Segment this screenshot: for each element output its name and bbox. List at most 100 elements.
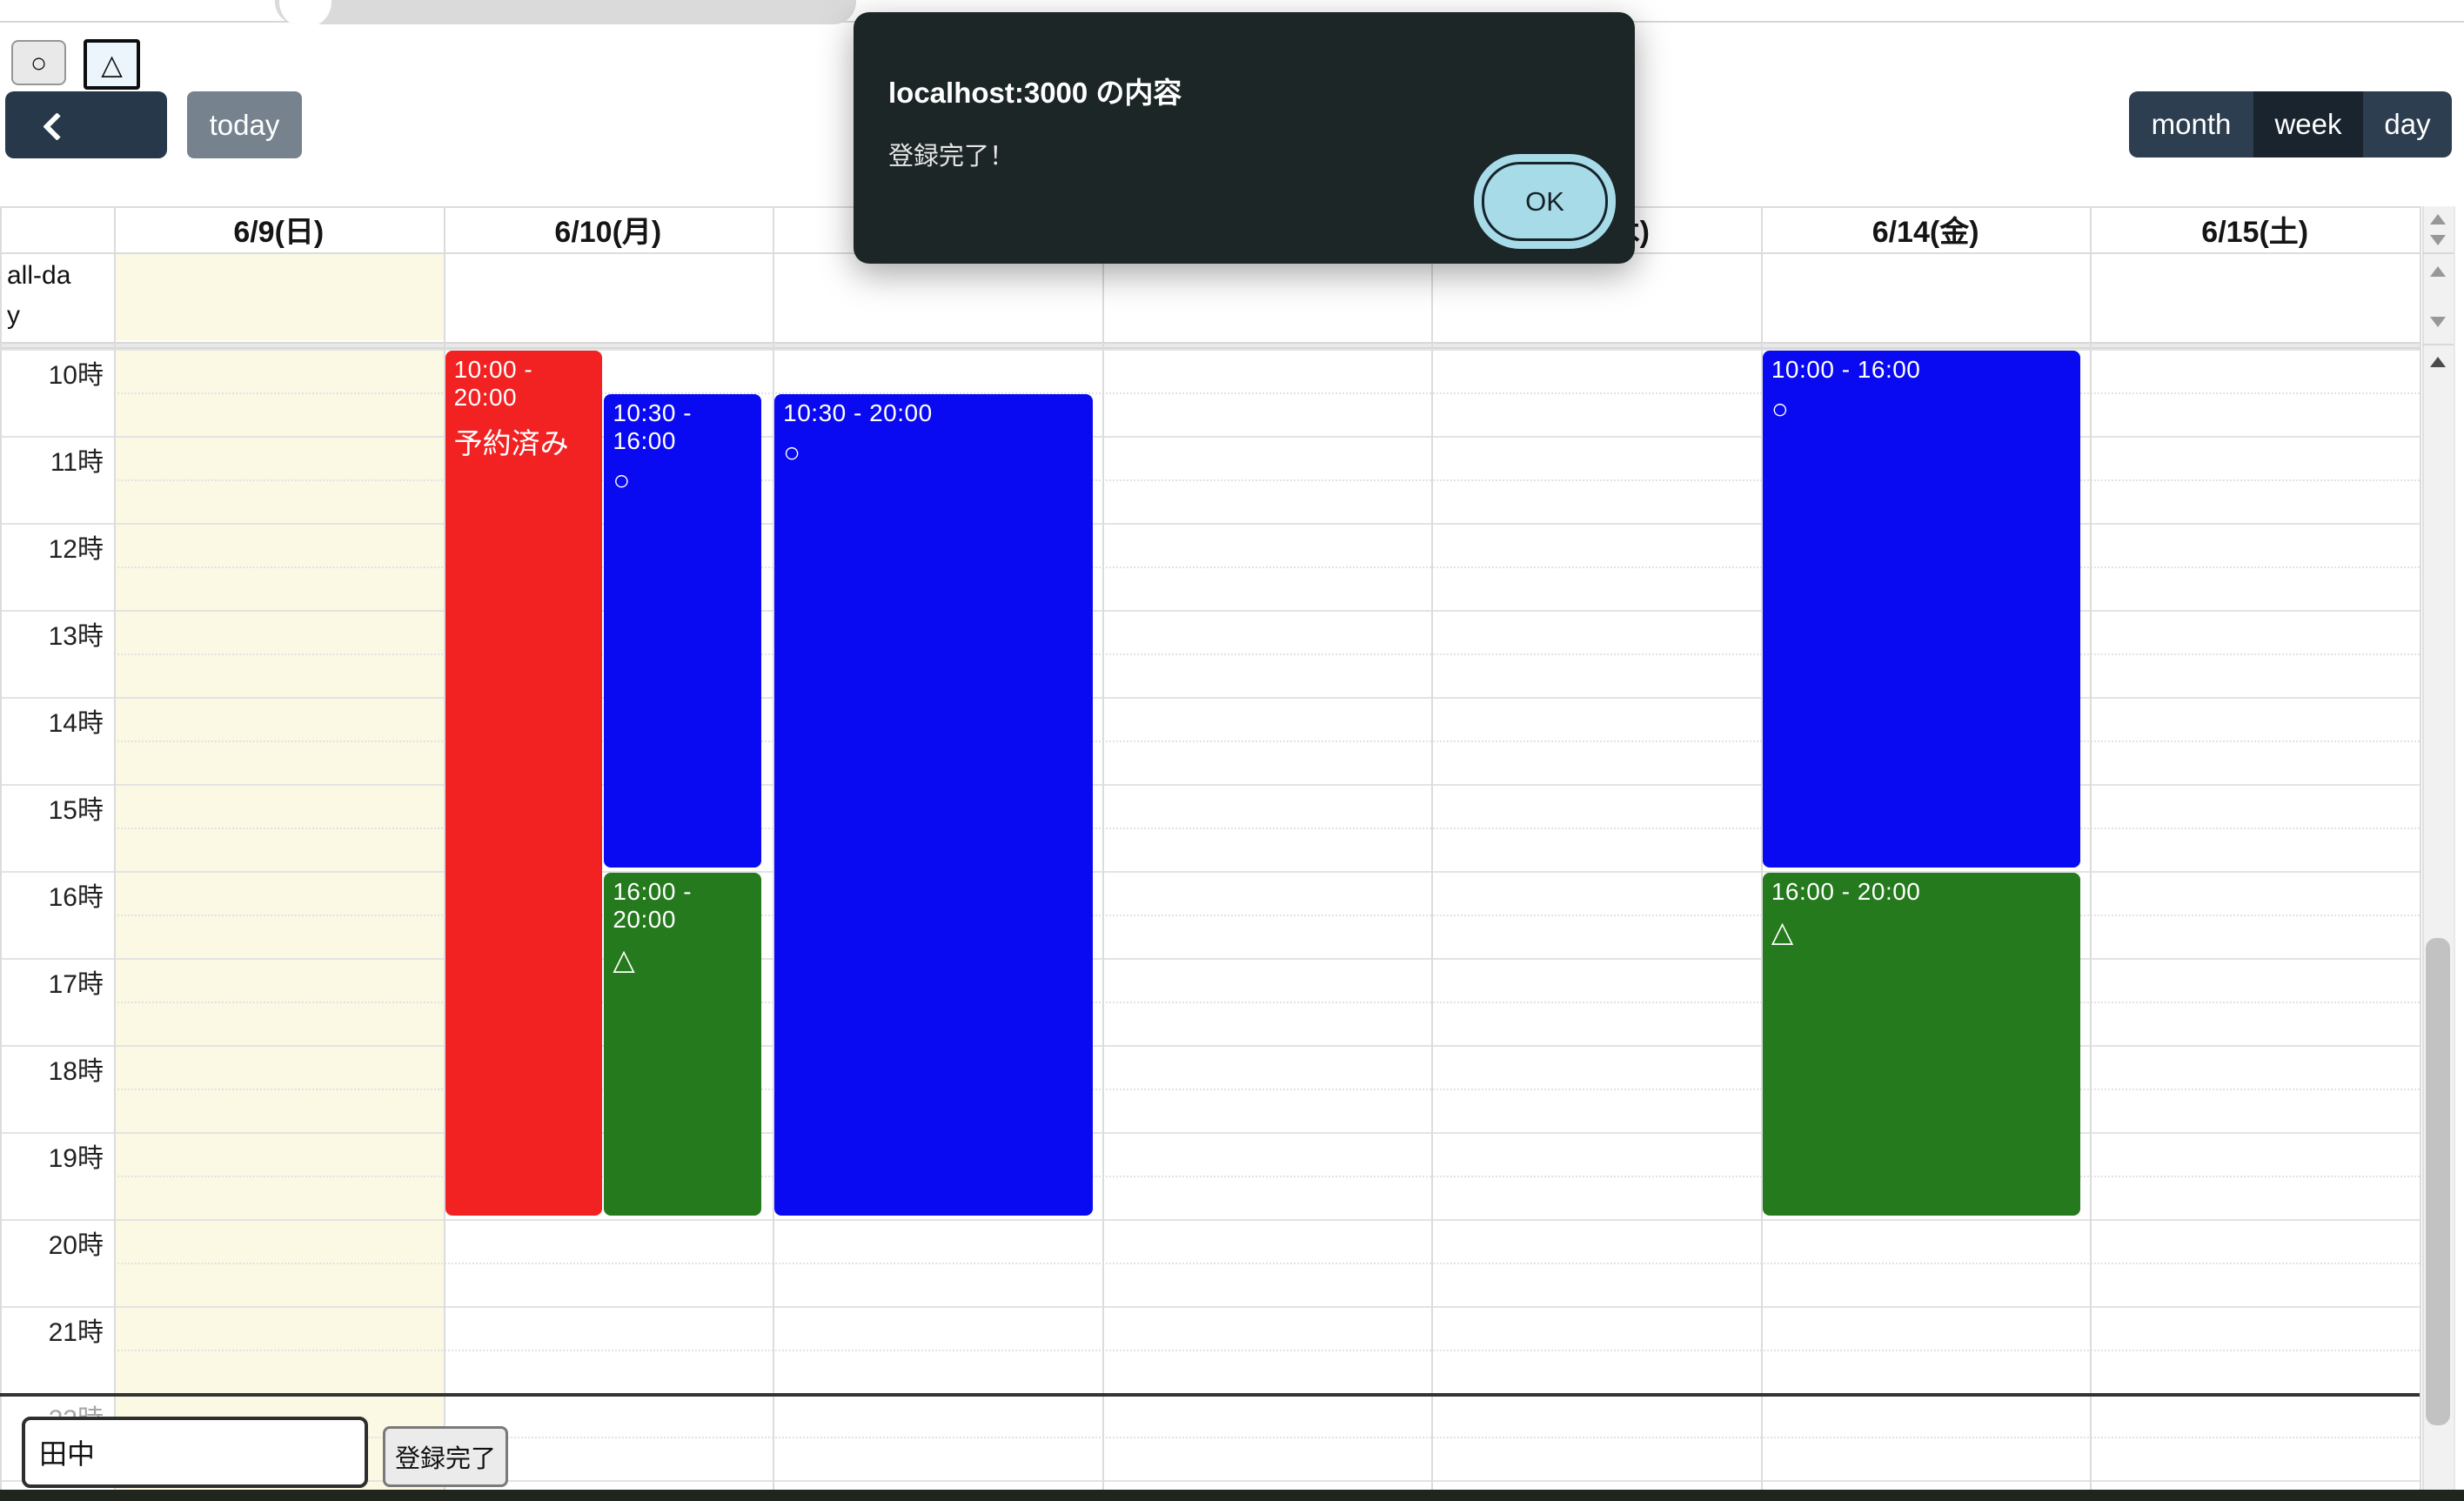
hour-grid-line — [0, 871, 2420, 873]
day-column[interactable] — [2090, 349, 2420, 1490]
column-border — [1431, 206, 1434, 1490]
allday-cell[interactable] — [444, 254, 773, 342]
hour-label: 11時 — [50, 448, 104, 477]
hour-label: 10時 — [48, 361, 104, 390]
hour-grid-line — [0, 697, 2420, 699]
allday-today-highlight — [116, 254, 444, 340]
allday-cell[interactable] — [773, 254, 1102, 342]
allday-scroll-down-icon[interactable] — [2430, 317, 2446, 327]
prev-next-button-group — [5, 91, 219, 158]
dialog-title: localhost:3000 の内容 — [888, 77, 1182, 109]
today-column-highlight — [116, 349, 444, 1490]
half-hour-grid-line — [114, 566, 2420, 568]
day-header-6/9(日): 6/9(日) — [233, 216, 325, 249]
column-border — [2420, 206, 2421, 1490]
hour-label: 17時 — [48, 970, 104, 999]
grid-left-border — [0, 206, 2, 1490]
name-input[interactable] — [22, 1417, 368, 1488]
event-title: ○ — [613, 464, 631, 496]
event-title: 予約済み — [453, 427, 569, 459]
hour-grid-line — [0, 1306, 2420, 1308]
day-column[interactable] — [1431, 349, 1761, 1490]
hour-grid-line — [0, 784, 2420, 786]
day-header-6/14(金): 6/14(金) — [1871, 216, 1979, 249]
dialog-message: 登録完了！ — [888, 143, 1015, 171]
view-button-month[interactable]: month — [2129, 91, 2253, 157]
hour-label: 19時 — [48, 1144, 104, 1173]
allday-label: all-day — [7, 261, 71, 330]
calendar-bottom-rule — [0, 1393, 2420, 1397]
header-scroll-up-icon[interactable] — [2430, 214, 2446, 224]
column-border — [114, 206, 116, 1490]
triangle-mode-button[interactable]: △ — [84, 39, 140, 90]
day-column[interactable] — [114, 349, 444, 1490]
view-button-day[interactable]: day — [2363, 91, 2452, 157]
half-hour-grid-line — [114, 1002, 2420, 1003]
allday-scroll-up-icon[interactable] — [2430, 266, 2446, 277]
hour-label: 21時 — [48, 1318, 104, 1347]
view-button-week[interactable]: week — [2253, 91, 2363, 157]
event-△[interactable]: 16:00 - 20:00 △ — [604, 873, 762, 1216]
event-title: △ — [613, 943, 635, 975]
half-hour-grid-line — [114, 740, 2420, 742]
gutter-separator — [2422, 252, 2454, 254]
gutter-separator — [2422, 344, 2454, 345]
event-予約済み[interactable]: 10:00 - 20:00 予約済み — [445, 351, 603, 1216]
circle-mode-button[interactable]: ○ — [11, 40, 66, 85]
register-complete-button[interactable]: 登録完了 — [383, 1426, 508, 1487]
header-scroll-down-icon[interactable] — [2430, 235, 2446, 245]
half-hour-grid-line — [114, 392, 2420, 394]
browser-prompt-notch — [279, 0, 331, 24]
event-○[interactable]: 10:30 - 16:00 ○ — [604, 394, 762, 868]
allday-cell[interactable] — [2090, 254, 2420, 342]
event-○[interactable]: 10:30 - 20:00 ○ — [774, 394, 1093, 1216]
event-time: 16:00 - 20:00 — [613, 878, 693, 933]
allday-cell[interactable] — [1102, 254, 1432, 342]
half-hour-grid-line — [114, 479, 2420, 481]
half-hour-grid-line — [114, 1263, 2420, 1264]
half-hour-grid-line — [114, 828, 2420, 829]
half-hour-grid-line — [114, 1350, 2420, 1351]
column-border — [1760, 206, 1763, 1490]
today-button[interactable]: today — [187, 91, 302, 158]
column-border — [2090, 206, 2092, 1490]
alert-dialog: localhost:3000 の内容 登録完了！ OK — [854, 12, 1635, 264]
half-hour-grid-line — [114, 1089, 2420, 1090]
browser-prompt-remnant — [275, 0, 856, 24]
hour-grid-line — [0, 1219, 2420, 1221]
allday-cell[interactable] — [1431, 254, 1761, 342]
allday-grid-divider — [0, 342, 2420, 349]
day-header-6/10(月): 6/10(月) — [554, 216, 662, 249]
event-time: 10:30 - 20:00 — [783, 399, 933, 426]
hour-grid-line — [0, 349, 2420, 351]
prev-button[interactable] — [5, 91, 86, 158]
event-time: 16:00 - 20:00 — [1771, 878, 1921, 905]
scrollbar-thumb[interactable] — [2426, 938, 2450, 1425]
view-switcher: month week day — [2129, 91, 2452, 157]
allday-cell[interactable] — [1761, 254, 2091, 342]
hour-grid-line — [0, 1045, 2420, 1047]
event-time: 10:00 - 20:00 — [453, 356, 533, 411]
half-hour-grid-line — [114, 1176, 2420, 1177]
hour-grid-line — [0, 1480, 2420, 1482]
ok-button[interactable]: OK — [1482, 162, 1608, 241]
hour-label: 15時 — [48, 796, 104, 825]
next-button[interactable] — [86, 91, 219, 158]
hour-label: 13時 — [48, 622, 104, 651]
event-title: △ — [1771, 915, 1794, 948]
hour-label: 14時 — [48, 709, 104, 738]
hour-label: 16時 — [48, 883, 104, 912]
day-column[interactable] — [1102, 349, 1432, 1490]
event-○[interactable]: 10:00 - 16:00 ○ — [1762, 351, 2081, 868]
right-margin-line — [2454, 206, 2455, 1490]
timegrid-scroll-up-icon[interactable] — [2430, 357, 2446, 367]
hour-grid-line — [0, 523, 2420, 525]
bottom-black-bar — [0, 1490, 2464, 1501]
allday-cell[interactable] — [114, 254, 444, 342]
hour-grid-line — [0, 610, 2420, 612]
column-border — [773, 206, 775, 1490]
event-△[interactable]: 16:00 - 20:00 △ — [1762, 873, 2081, 1216]
event-title: ○ — [1771, 392, 1789, 425]
chevron-left-icon — [43, 112, 71, 141]
